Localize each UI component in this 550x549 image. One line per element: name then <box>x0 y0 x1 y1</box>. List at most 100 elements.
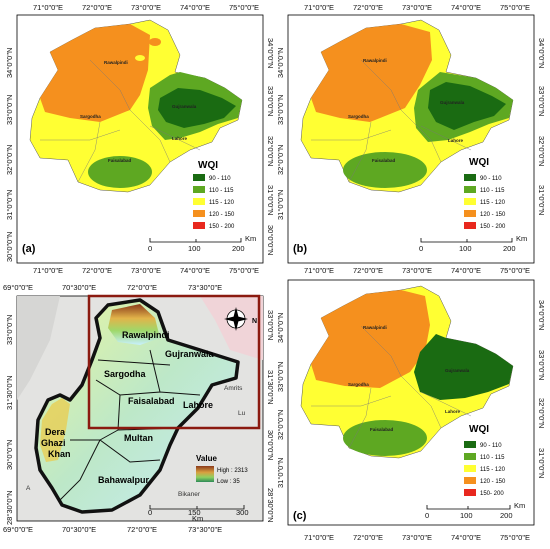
panel-b-left-tick: 31°0"0"N <box>276 190 285 220</box>
panel-b-scalebar: Km 0 100 200 <box>419 234 527 253</box>
panel-c-left-tick: 31°0"0"N <box>276 458 285 488</box>
panel-c-orange-zone <box>311 290 430 388</box>
inset-basemap-label: Amrits <box>224 385 243 392</box>
panel-a-label: (a) <box>22 243 36 255</box>
legend-swatch <box>464 186 476 193</box>
panel-a-scalebar: Km 0 100 200 <box>148 234 256 253</box>
inset-basemap-terrain <box>17 296 60 400</box>
panel-a-top-tick: 73°0"0"E <box>131 3 161 12</box>
panel-a-top-tick: 75°0"0"E <box>229 3 259 12</box>
inset-value-legend: Value High : 2313 Low : 35 <box>196 454 248 485</box>
inset-city-faisalabad: Faisalabad <box>128 396 175 406</box>
panel-a-city-lahore: Lahore <box>172 136 188 141</box>
panel-a-legend: 90 - 110 110 - 115 115 - 120 120 - 150 1… <box>193 174 235 230</box>
panel-b-city-lahore: Lahore <box>448 138 464 143</box>
compass-n-label: N <box>252 318 257 325</box>
panel-c-bottom-tick: 74°0"0"E <box>451 533 481 542</box>
value-legend-low: Low : 35 <box>217 479 240 485</box>
panel-a-top-tick: 72°0"0"E <box>82 3 112 12</box>
panel-a-right-tick: 30°0"0"N <box>266 225 275 255</box>
panel-b-legend-title: WQI <box>469 157 489 168</box>
panel-b-right-tick: 32°0"0"N <box>537 136 546 166</box>
panel-b-right-tick: 34°0"0"N <box>537 38 546 68</box>
panel-c-right-tick: 32°0"0"N <box>537 398 546 428</box>
value-legend-high: High : 2313 <box>217 468 248 474</box>
inset-bottom-tick: 69°0"0"E <box>3 525 33 534</box>
panel-c-scalebar: Km 0 100 200 <box>425 501 525 520</box>
mid-tick: 73°0"0"E <box>402 266 432 275</box>
panel-b-left-tick: 33°0"0"N <box>276 95 285 125</box>
legend-swatch <box>193 198 205 205</box>
panel-c: 34°0"0"N 33°0"0"N 32°0"0"N 31°0"0"N 34°0… <box>276 279 546 542</box>
panel-c-bottom-tick: 72°0"0"E <box>353 533 383 542</box>
legend-swatch <box>464 453 476 460</box>
legend-swatch <box>464 210 476 217</box>
scalebar-unit: Km <box>514 501 525 510</box>
panel-a-city-faisalabad: Faisalabad <box>108 158 132 163</box>
legend-label: 150- 200 <box>480 491 504 497</box>
inset-scale-label: 300 <box>236 508 249 517</box>
panel-c-label: (c) <box>293 510 307 522</box>
scalebar-unit: Km <box>245 234 256 243</box>
legend-label: 90 - 110 <box>480 176 502 182</box>
scalebar-label: 100 <box>460 511 473 520</box>
inset-right-tick: 28°30"0"N <box>266 488 275 523</box>
panel-a-faisalabad-zone <box>88 156 152 188</box>
inset-left-tick: 33°0"0"N <box>5 315 14 345</box>
inset-city-multan: Multan <box>124 433 153 443</box>
compass-icon: N <box>224 307 257 331</box>
value-legend-title: Value <box>196 454 217 463</box>
legend-swatch <box>464 489 476 496</box>
panel-b-right-tick: 31°0"0"N <box>537 185 546 215</box>
legend-label: 110 - 115 <box>480 455 505 461</box>
inset-city-sargodha: Sargodha <box>104 369 147 379</box>
panel-b-top-tick: 72°0"0"E <box>353 3 383 12</box>
inset-right-tick: 33°0"0"N <box>266 310 275 340</box>
legend-label: 150 - 200 <box>209 224 235 230</box>
legend-label: 110 - 115 <box>480 188 505 194</box>
panel-c-right-tick: 31°0"0"N <box>537 448 546 478</box>
scalebar-label: 200 <box>500 511 513 520</box>
panel-b-left-tick: 32°0"0"N <box>276 145 285 175</box>
mid-tick: 71°0"0"E <box>33 266 63 275</box>
mid-tick: 71°0"0"E <box>304 266 334 275</box>
panel-b-legend: 90 - 110 110 - 115 115 - 120 120 - 150 1… <box>464 174 506 230</box>
panel-c-city-sargodha: Sargodha <box>348 382 369 387</box>
panel-c-district-lines <box>311 325 472 449</box>
panel-a-left-tick: 32°0"0"N <box>5 145 14 175</box>
scalebar-label: 100 <box>188 244 201 253</box>
panel-a-left-tick: 34°0"0"N <box>5 48 14 78</box>
mid-tick: 75°0"0"E <box>229 266 259 275</box>
panel-c-left-tick: 32°0"0"N <box>276 410 285 440</box>
middle-ticks: 71°0"0"E 72°0"0"E 73°0"0"E 74°0"0"E 75°0… <box>3 266 530 292</box>
inset-city-rawalpindi: Rawalpindi <box>122 330 170 340</box>
panel-a-right-tick: 32°0"0"N <box>266 136 275 166</box>
inset-left-tick: 28°30"0"N <box>5 490 14 525</box>
panel-c-darkgreen-zone <box>414 334 513 400</box>
legend-swatch <box>464 477 476 484</box>
inset-city-lahore: Lahore <box>183 400 213 410</box>
panel-b-orange-zone <box>311 24 432 122</box>
legend-label: 120 - 150 <box>480 212 506 218</box>
inset-scalebar: 0 150 300 Km <box>148 505 249 523</box>
panel-c-bottom-tick: 75°0"0"E <box>500 533 530 542</box>
panel-c-legend: 90 - 110 110 - 115 115 - 120 120 - 150 1… <box>464 441 506 497</box>
panel-b-district-lines <box>311 59 472 183</box>
panel-a-legend-title: WQI <box>198 160 218 171</box>
panel-b-top-tick: 74°0"0"E <box>451 3 481 12</box>
inset-top-tick: 70°30"0"E <box>62 283 96 292</box>
panel-b-city-faisalabad: Faisalabad <box>372 158 396 163</box>
inset-right-tick: 31°30"0"N <box>266 370 275 405</box>
legend-label: 120 - 150 <box>209 212 235 218</box>
panel-c-left-tick: 34°0"0"N <box>276 313 285 343</box>
legend-label: 120 - 150 <box>480 479 506 485</box>
mid-tick: 74°0"0"E <box>451 266 481 275</box>
panel-a-left-tick: 31°0"0"N <box>5 190 14 220</box>
panel-b-city-gujranwala: Gujranwala <box>440 100 465 105</box>
panel-c-city-faisalabad: Faisalabad <box>370 427 394 432</box>
panel-b-faisalabad-zone <box>343 152 427 188</box>
legend-label: 115 - 120 <box>480 467 506 473</box>
panel-b-label: (b) <box>293 243 307 255</box>
scalebar-label: 0 <box>419 244 423 253</box>
inset-city-bahawalpur: Bahawalpur <box>98 475 150 485</box>
